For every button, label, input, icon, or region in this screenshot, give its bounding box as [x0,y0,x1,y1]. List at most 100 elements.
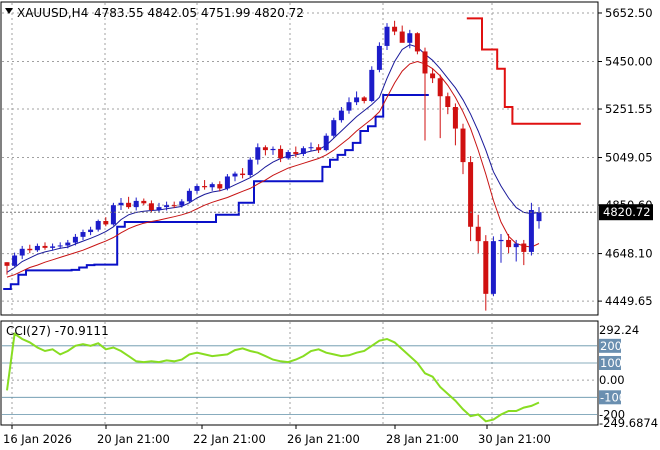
candle-body [95,221,101,230]
main-chart-frame[interactable] [0,1,599,316]
candle-body [399,31,405,43]
price-tick-label: 5251.55 [605,102,653,116]
candle-body [270,148,276,151]
price-tick-label: 4648.10 [605,247,653,261]
candle-body [452,107,458,129]
candle-body [445,96,451,107]
candle-body [118,202,124,206]
candle-body [232,173,238,177]
candle-body [323,135,329,151]
time-tick-label: 26 Jan 21:00 [287,432,360,446]
time-tick-label: 30 Jan 21:00 [478,432,551,446]
candle-body [164,205,170,208]
candle-body [414,33,420,52]
candle-body [27,248,33,251]
candle-body [110,205,116,225]
candle-body [186,190,192,202]
down-triangle-icon [5,8,13,14]
symbol-label: XAUUSD,H4 [17,6,88,20]
candle-body [346,102,352,111]
candle-body [369,69,375,102]
current-price-badge [599,204,653,221]
cci-tick-label: -200 [599,407,625,421]
candle-body [384,26,390,46]
candle-body [293,152,299,154]
candle-body [202,186,208,188]
candle-body [19,248,25,256]
cci-level-badge [599,355,621,370]
candle-body [133,200,139,208]
candle-body [4,262,10,266]
candle-body [422,51,428,74]
support-band-line [3,94,429,290]
candle-body [126,202,132,208]
candle-body [361,97,367,102]
candle-body [72,236,78,243]
time-tick-label: 20 Jan 21:00 [97,432,170,446]
cci-tick-label: 100 [600,356,622,370]
candle-body [209,184,215,188]
cci-tick-label: -249.6874 [599,416,658,430]
candle-body [460,128,466,163]
candle-body [278,148,284,159]
cci-label: CCI(27) -70.9111 [6,324,109,338]
resistance-band-line [466,17,581,125]
candle-body [224,176,230,189]
candle-body [521,243,527,252]
candle-body [376,45,382,70]
candle-body [513,243,519,248]
candle-body [483,241,489,294]
cci-axis: 292.24 200 100 0.00 -100 -200-249.6874 [599,323,658,430]
fast-ma-line [6,44,540,273]
candle-body [475,226,481,242]
candles-layer [2,20,597,311]
cci-tick-label: 0.00 [599,373,625,387]
candle-body [148,203,154,210]
price-tick-label: 5049.05 [605,151,653,165]
candle-body [247,159,253,176]
candle-body [498,239,504,242]
cci-tick-label: 292.24 [599,323,639,337]
candle-body [12,255,18,266]
candle-body [103,221,109,225]
time-tick-label: 28 Jan 21:00 [386,432,459,446]
candle-body [65,242,71,246]
price-tick-label: 5450.00 [605,54,653,68]
candle-body [316,147,322,151]
cci-layer [6,332,540,423]
candle-body [528,210,534,252]
candle-body [50,246,56,248]
candle-body [407,33,413,43]
cci-level-badge [599,338,621,353]
candle-body [490,241,496,294]
candle-body [354,97,360,103]
candle-body [57,245,63,247]
cci-tick-label: -100 [600,390,626,404]
candle-body [308,147,314,149]
candle-body [141,200,147,204]
cci-level-badge [599,390,621,405]
candle-body [392,26,398,32]
candle-body [171,205,177,207]
candle-body [194,186,200,191]
cci-line [6,332,540,423]
candle-body [437,78,443,97]
candle-body [262,147,268,151]
price-tick-label: 5652.50 [605,6,653,20]
current-price-label: 4820.72 [603,205,651,219]
candle-body [179,201,185,206]
candle-body [300,148,306,154]
candle-body [430,73,436,79]
candle-body [331,120,337,136]
time-axis: 16 Jan 2026 20 Jan 21:00 22 Jan 21:00 26 Ja… [3,425,551,446]
indicator-frame[interactable] [0,320,599,426]
candle-body [156,207,162,210]
candle-body [80,232,86,237]
candle-body [506,239,512,248]
candle-body [255,147,261,160]
price-axis: 5652.505450.005251.555049.054850.604648.… [598,6,653,308]
candle-body [42,245,48,248]
candle-body [468,162,474,227]
cci-tick-label: 200 [600,339,622,353]
